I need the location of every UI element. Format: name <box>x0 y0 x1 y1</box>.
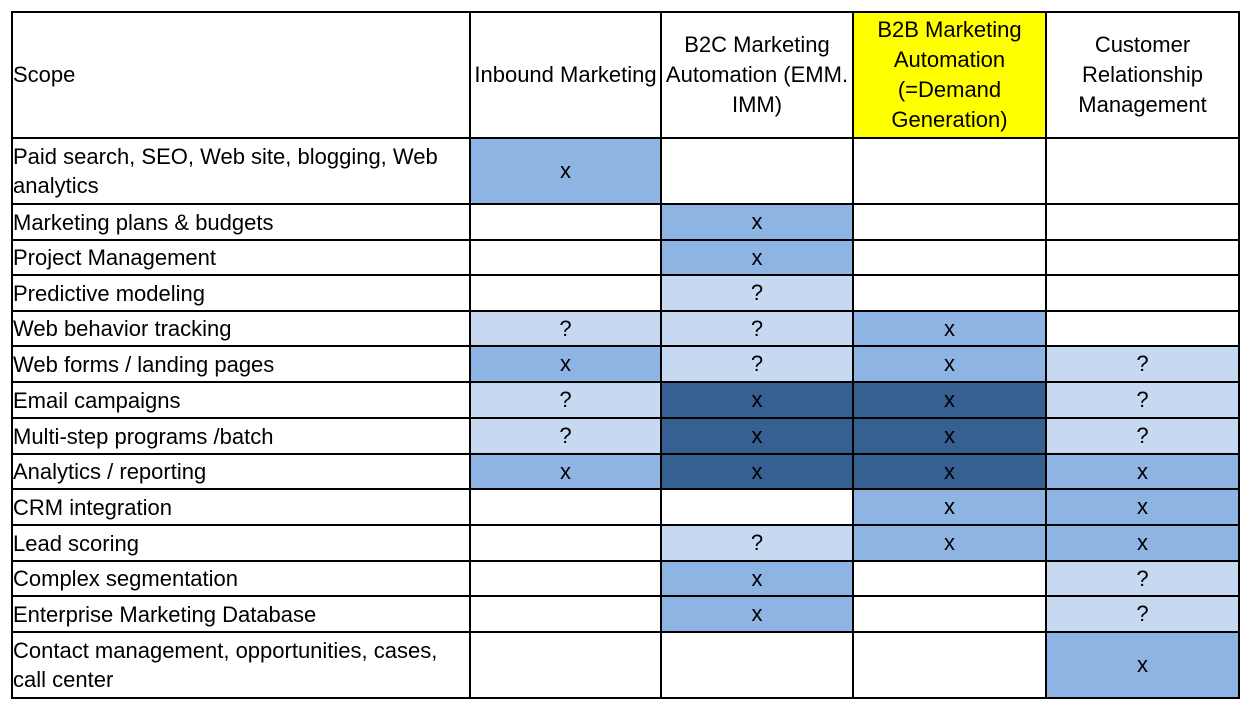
cell-b2b-marketing-automation <box>852 137 1047 205</box>
cell-b2b-marketing-automation <box>852 274 1047 312</box>
cell-b2c-marketing-automation: x <box>660 453 854 490</box>
cell-b2b-marketing-automation: x <box>852 381 1047 419</box>
row-label: Web behavior tracking <box>11 310 471 347</box>
cell-inbound-marketing <box>469 203 662 241</box>
cell-inbound-marketing: ? <box>469 381 662 419</box>
table-row: Analytics / reporting x x x x <box>11 453 1240 490</box>
cell-inbound-marketing: x <box>469 137 662 205</box>
cell-inbound-marketing: x <box>469 345 662 383</box>
cell-b2c-marketing-automation: ? <box>660 310 854 347</box>
table-row: Marketing plans & budgets x <box>11 203 1240 241</box>
cell-b2b-marketing-automation: x <box>852 453 1047 490</box>
cell-crm <box>1045 239 1240 276</box>
cell-b2b-marketing-automation: x <box>852 488 1047 526</box>
row-label: Multi-step programs /batch <box>11 417 471 455</box>
cell-b2b-marketing-automation: x <box>852 310 1047 347</box>
cell-inbound-marketing: ? <box>469 310 662 347</box>
table-row: Complex segmentation x? <box>11 560 1240 597</box>
cell-b2c-marketing-automation: ? <box>660 524 854 562</box>
cell-inbound-marketing <box>469 239 662 276</box>
table-row: Contact management, opportunities, cases… <box>11 631 1240 699</box>
table-body: Paid search, SEO, Web site, blogging, We… <box>11 137 1240 699</box>
cell-b2b-marketing-automation <box>852 631 1047 699</box>
cell-inbound-marketing <box>469 524 662 562</box>
table-row: Enterprise Marketing Database x? <box>11 595 1240 633</box>
row-label: Paid search, SEO, Web site, blogging, We… <box>11 137 471 205</box>
row-label: Predictive modeling <box>11 274 471 312</box>
cell-b2b-marketing-automation: x <box>852 417 1047 455</box>
cell-b2c-marketing-automation: x <box>660 239 854 276</box>
column-header-b2b-marketing-automation: B2B Marketing Automation (=Demand Genera… <box>852 11 1047 139</box>
cell-b2b-marketing-automation: x <box>852 524 1047 562</box>
row-label: Web forms / landing pages <box>11 345 471 383</box>
cell-b2c-marketing-automation: x <box>660 417 854 455</box>
cell-inbound-marketing <box>469 274 662 312</box>
cell-b2b-marketing-automation <box>852 560 1047 597</box>
cell-b2b-marketing-automation <box>852 203 1047 241</box>
cell-crm <box>1045 310 1240 347</box>
table-row: Predictive modeling? <box>11 274 1240 312</box>
table-row: CRM integration x x <box>11 488 1240 526</box>
table-row: Email campaigns? x x? <box>11 381 1240 419</box>
cell-crm: x <box>1045 488 1240 526</box>
cell-b2c-marketing-automation: ? <box>660 345 854 383</box>
row-label: Contact management, opportunities, cases… <box>11 631 471 699</box>
cell-inbound-marketing: ? <box>469 417 662 455</box>
row-label: Lead scoring <box>11 524 471 562</box>
row-label: Complex segmentation <box>11 560 471 597</box>
cell-inbound-marketing <box>469 631 662 699</box>
table-row: Web forms / landing pages x? x? <box>11 345 1240 383</box>
cell-crm: ? <box>1045 560 1240 597</box>
cell-inbound-marketing <box>469 560 662 597</box>
cell-b2c-marketing-automation: x <box>660 381 854 419</box>
cell-crm: ? <box>1045 417 1240 455</box>
cell-crm: ? <box>1045 595 1240 633</box>
column-header-scope: Scope <box>11 11 471 139</box>
cell-b2c-marketing-automation: x <box>660 203 854 241</box>
header-row: Scope Inbound Marketing B2C Marketing Au… <box>11 11 1240 139</box>
table-row: Web behavior tracking?? x <box>11 310 1240 347</box>
table-row: Multi-step programs /batch? x x? <box>11 417 1240 455</box>
cell-crm: x <box>1045 631 1240 699</box>
cell-b2c-marketing-automation <box>660 488 854 526</box>
table-row: Paid search, SEO, Web site, blogging, We… <box>11 137 1240 205</box>
cell-crm: x <box>1045 453 1240 490</box>
cell-b2b-marketing-automation <box>852 239 1047 276</box>
cell-crm <box>1045 274 1240 312</box>
table-row: Lead scoring? x x <box>11 524 1240 562</box>
cell-b2c-marketing-automation: ? <box>660 274 854 312</box>
cell-crm: ? <box>1045 345 1240 383</box>
cell-inbound-marketing <box>469 488 662 526</box>
cell-b2c-marketing-automation <box>660 631 854 699</box>
row-label: Email campaigns <box>11 381 471 419</box>
column-header-crm: Customer Relationship Management <box>1045 11 1240 139</box>
table-row: Project Management x <box>11 239 1240 276</box>
column-header-b2c-marketing-automation: B2C Marketing Automation (EMM. IMM) <box>660 11 854 139</box>
cell-crm <box>1045 203 1240 241</box>
row-label: Analytics / reporting <box>11 453 471 490</box>
cell-crm: ? <box>1045 381 1240 419</box>
cell-b2c-marketing-automation: x <box>660 595 854 633</box>
cell-inbound-marketing <box>469 595 662 633</box>
scope-comparison-table: Scope Inbound Marketing B2C Marketing Au… <box>11 11 1240 699</box>
row-label: Marketing plans & budgets <box>11 203 471 241</box>
cell-crm: x <box>1045 524 1240 562</box>
cell-crm <box>1045 137 1240 205</box>
cell-b2c-marketing-automation <box>660 137 854 205</box>
cell-b2c-marketing-automation: x <box>660 560 854 597</box>
column-header-inbound-marketing: Inbound Marketing <box>469 11 662 139</box>
cell-inbound-marketing: x <box>469 453 662 490</box>
cell-b2b-marketing-automation <box>852 595 1047 633</box>
row-label: CRM integration <box>11 488 471 526</box>
cell-b2b-marketing-automation: x <box>852 345 1047 383</box>
row-label: Enterprise Marketing Database <box>11 595 471 633</box>
row-label: Project Management <box>11 239 471 276</box>
